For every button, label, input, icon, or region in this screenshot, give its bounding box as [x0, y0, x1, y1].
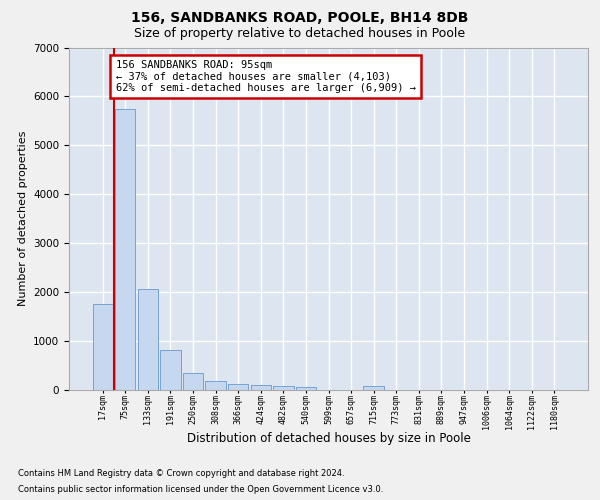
X-axis label: Distribution of detached houses by size in Poole: Distribution of detached houses by size … — [187, 432, 470, 445]
Bar — [160, 350, 181, 390]
Text: Size of property relative to detached houses in Poole: Size of property relative to detached ho… — [134, 28, 466, 40]
Bar — [183, 374, 203, 390]
Bar — [296, 387, 316, 390]
Bar — [138, 289, 158, 390]
Text: Contains HM Land Registry data © Crown copyright and database right 2024.: Contains HM Land Registry data © Crown c… — [18, 468, 344, 477]
Text: Contains public sector information licensed under the Open Government Licence v3: Contains public sector information licen… — [18, 485, 383, 494]
Text: 156, SANDBANKS ROAD, POOLE, BH14 8DB: 156, SANDBANKS ROAD, POOLE, BH14 8DB — [131, 12, 469, 26]
Bar — [364, 386, 384, 390]
Bar — [92, 304, 113, 390]
Bar — [228, 384, 248, 390]
Text: 156 SANDBANKS ROAD: 95sqm
← 37% of detached houses are smaller (4,103)
62% of se: 156 SANDBANKS ROAD: 95sqm ← 37% of detac… — [116, 60, 416, 93]
Bar — [273, 386, 293, 390]
Bar — [115, 108, 136, 390]
Bar — [251, 386, 271, 390]
Bar — [205, 381, 226, 390]
Y-axis label: Number of detached properties: Number of detached properties — [17, 131, 28, 306]
